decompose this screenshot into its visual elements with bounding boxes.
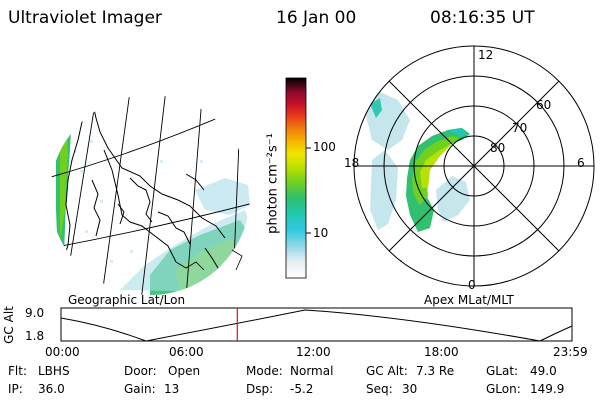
altitude-ymin: 1.8 — [25, 329, 45, 343]
ip-label: IP: — [8, 382, 23, 396]
mlat-label-60: 60 — [536, 98, 552, 112]
mlt-label-0: 0 — [468, 278, 476, 292]
gcalt-label: GC Alt: — [366, 364, 408, 378]
mlt-label-6: 6 — [577, 156, 585, 170]
border-lines — [175, 249, 243, 271]
time-label: 08:16:35 UT — [430, 8, 535, 28]
date-label: 16 Jan 00 — [276, 8, 357, 28]
x-tick-2359: 23:59 — [553, 345, 588, 359]
flt-value: LBHS — [38, 364, 70, 378]
colorbar-tick-100: 100 — [313, 140, 336, 154]
x-tick-1800: 18:00 — [424, 345, 459, 359]
polar-panel-label: Apex MLat/MLT — [424, 293, 514, 307]
instrument-title: Ultraviolet Imager — [8, 8, 162, 28]
door-value: Open — [168, 364, 201, 378]
dsp-value: -5.2 — [290, 382, 314, 396]
x-tick-1200: 12:00 — [296, 345, 331, 359]
colorbar-tick-10: 10 — [313, 226, 329, 240]
seq-label: Seq: — [366, 382, 393, 396]
mode-label: Mode: — [246, 364, 283, 378]
seq-value: 30 — [402, 382, 418, 396]
altitude-ymax: 9.0 — [25, 306, 45, 320]
mode-value: Normal — [290, 364, 334, 378]
dsp-label: Dsp: — [246, 382, 274, 396]
gcalt-value: 7.3 Re — [416, 364, 455, 378]
mlat-label-70: 70 — [512, 121, 528, 135]
glat-value: 49.0 — [530, 364, 557, 378]
geographic-map — [50, 95, 250, 295]
gain-value: 13 — [164, 382, 180, 396]
ip-value: 36.0 — [38, 382, 65, 396]
flt-label: Flt: — [8, 364, 27, 378]
colorbar-unit-label: photon cm⁻²s⁻¹ — [265, 133, 281, 234]
polar-map — [353, 45, 595, 287]
x-tick-0000: 00:00 — [45, 345, 80, 359]
altitude-plot — [60, 307, 573, 342]
altitude-ylabel: GC Alt — [1, 306, 16, 344]
colorbar — [285, 77, 307, 279]
geo-panel-label: Geographic Lat/Lon — [68, 293, 186, 307]
glon-value: 149.9 — [530, 382, 565, 396]
gain-label: Gain: — [124, 382, 156, 396]
glat-label: GLat: — [486, 364, 519, 378]
door-label: Door: — [124, 364, 157, 378]
glon-label: GLon: — [486, 382, 521, 396]
mlat-label-80: 80 — [490, 141, 506, 155]
mlt-label-12: 12 — [478, 48, 494, 62]
x-tick-0600: 06:00 — [169, 345, 204, 359]
mlt-label-18: 18 — [344, 156, 360, 170]
